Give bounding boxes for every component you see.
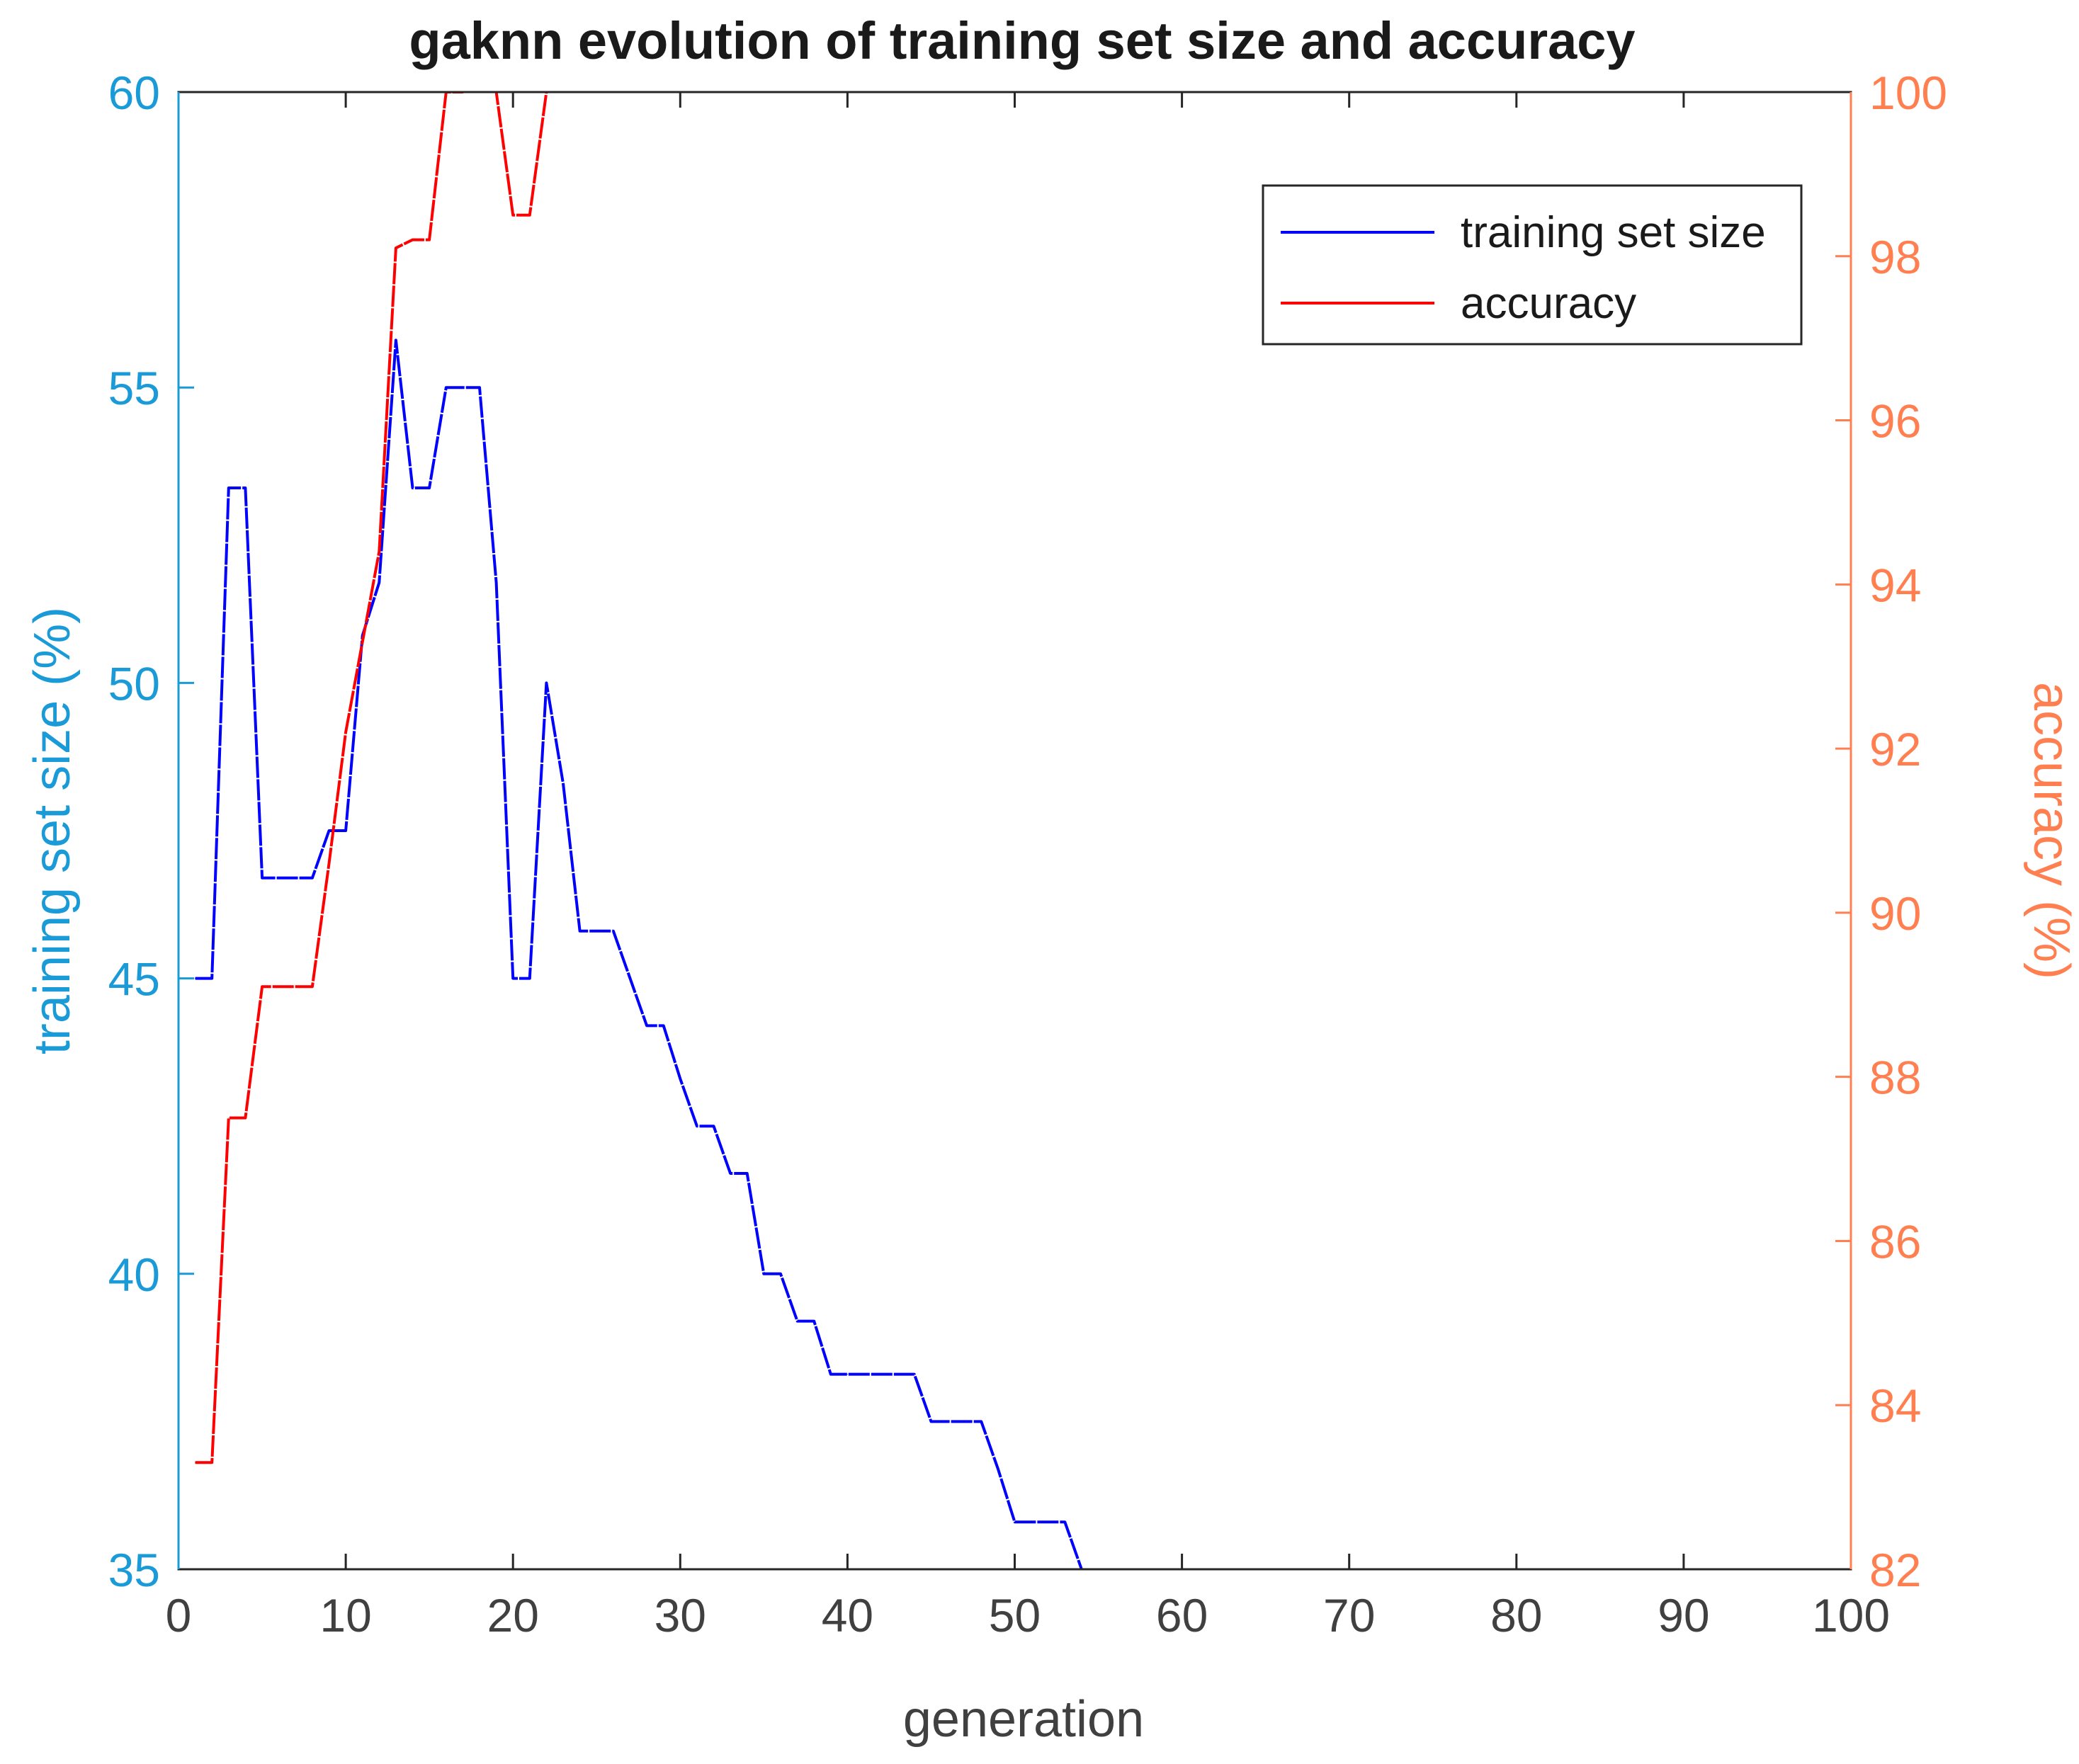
data-point-accuracy: [412, 239, 413, 241]
y-right-tick-label: 94: [1869, 559, 1921, 611]
data-point-accuracy: [429, 239, 430, 241]
data-point-accuracy: [228, 1117, 230, 1119]
y-right-tick-label: 100: [1869, 67, 1947, 119]
data-point-accuracy: [261, 986, 263, 987]
data-point-training-set-size: [964, 1421, 965, 1422]
data-point-training-set-size: [261, 877, 263, 879]
y-right-tick-labels: 82 84 86 88 90 92 94 96 98 100: [1869, 67, 1947, 1596]
data-point-training-set-size: [244, 487, 246, 489]
y-right-tick-label: 86: [1869, 1215, 1921, 1268]
y-right-tick-label: 84: [1869, 1379, 1921, 1432]
data-point-accuracy: [278, 986, 280, 987]
legend-box: [1262, 184, 1803, 346]
series-line-training-set-size: [195, 338, 1083, 1569]
y-left-tick-labels: 35 40 45 50 55 60: [108, 67, 160, 1596]
data-point-training-set-size: [730, 1173, 731, 1174]
series-line-accuracy: [195, 92, 548, 1464]
y-left-axis-label: training set size (%): [24, 607, 81, 1054]
x-tick-label: 90: [1658, 1589, 1709, 1641]
x-tick-label: 40: [822, 1589, 873, 1641]
data-point-training-set-size: [1031, 1521, 1032, 1523]
x-tick-label: 100: [1812, 1589, 1890, 1641]
legend: training set size accuracy: [1262, 184, 1803, 346]
data-point-training-set-size: [278, 877, 280, 879]
data-point-training-set-size: [846, 1374, 848, 1375]
y-right-tick-label: 96: [1869, 395, 1921, 448]
x-tick-labels: 0 10 20 30 40 50 60 70 80 90 100: [166, 1589, 1890, 1641]
legend-label-accuracy: accuracy: [1461, 279, 1636, 328]
x-tick-label: 70: [1323, 1589, 1375, 1641]
x-tick-label: 20: [487, 1589, 538, 1641]
data-point-training-set-size: [412, 487, 413, 489]
y-left-tick-label: 40: [108, 1248, 160, 1301]
y-right-tick-label: 82: [1869, 1544, 1921, 1596]
x-tick-label: 30: [655, 1589, 706, 1641]
y-left-tick-label: 55: [108, 362, 160, 414]
legend-label-training-set-size: training set size: [1461, 208, 1766, 257]
x-tick-label: 60: [1156, 1589, 1208, 1641]
data-point-accuracy: [244, 1117, 246, 1119]
data-point-training-set-size: [1014, 1521, 1015, 1523]
y-right-tick-label: 88: [1869, 1052, 1921, 1104]
data-point-training-set-size: [562, 783, 564, 784]
data-point-accuracy: [395, 247, 397, 249]
chart-title: gaknn evolution of training set size and…: [409, 11, 1635, 70]
data-point-training-set-size: [880, 1374, 882, 1375]
x-tick-label: 80: [1490, 1589, 1542, 1641]
data-point-training-set-size: [496, 582, 497, 584]
x-axis-label: generation: [903, 1691, 1144, 1748]
data-point-accuracy: [295, 986, 296, 987]
y-left-tick-label: 50: [108, 657, 160, 710]
data-point-training-set-size: [529, 978, 531, 979]
data-point-training-set-size: [696, 1125, 698, 1127]
x-tick-label: 50: [989, 1589, 1041, 1641]
data-point-training-set-size: [512, 978, 514, 979]
y-left-tick-label: 35: [108, 1544, 160, 1596]
data-point-training-set-size: [429, 487, 430, 489]
data-point-training-set-size: [830, 1374, 832, 1375]
data-point-training-set-size: [228, 487, 230, 489]
series-layer: [195, 92, 1083, 1569]
data-point-training-set-size: [195, 978, 196, 979]
data-point-training-set-size: [663, 1025, 664, 1026]
y-right-axis-label: accuracy (%): [2023, 682, 2079, 979]
data-point-training-set-size: [395, 339, 397, 341]
y-right-tick-label: 92: [1869, 723, 1921, 775]
data-point-training-set-size: [378, 582, 380, 584]
data-point-training-set-size: [863, 1374, 865, 1375]
y-right-tick-label: 90: [1869, 887, 1921, 940]
y-right-tick-label: 98: [1869, 231, 1921, 283]
data-point-training-set-size: [211, 978, 213, 979]
data-point-accuracy: [195, 1462, 196, 1463]
data-point-training-set-size: [295, 877, 296, 879]
data-point-accuracy: [211, 1462, 213, 1463]
data-point-training-set-size: [897, 1374, 898, 1375]
y-left-tick-label: 60: [108, 67, 160, 119]
y-left-tick-label: 45: [108, 953, 160, 1006]
data-point-training-set-size: [980, 1421, 982, 1422]
data-point-training-set-size: [713, 1125, 714, 1127]
x-tick-label: 10: [319, 1589, 371, 1641]
x-tick-label: 0: [166, 1589, 192, 1641]
